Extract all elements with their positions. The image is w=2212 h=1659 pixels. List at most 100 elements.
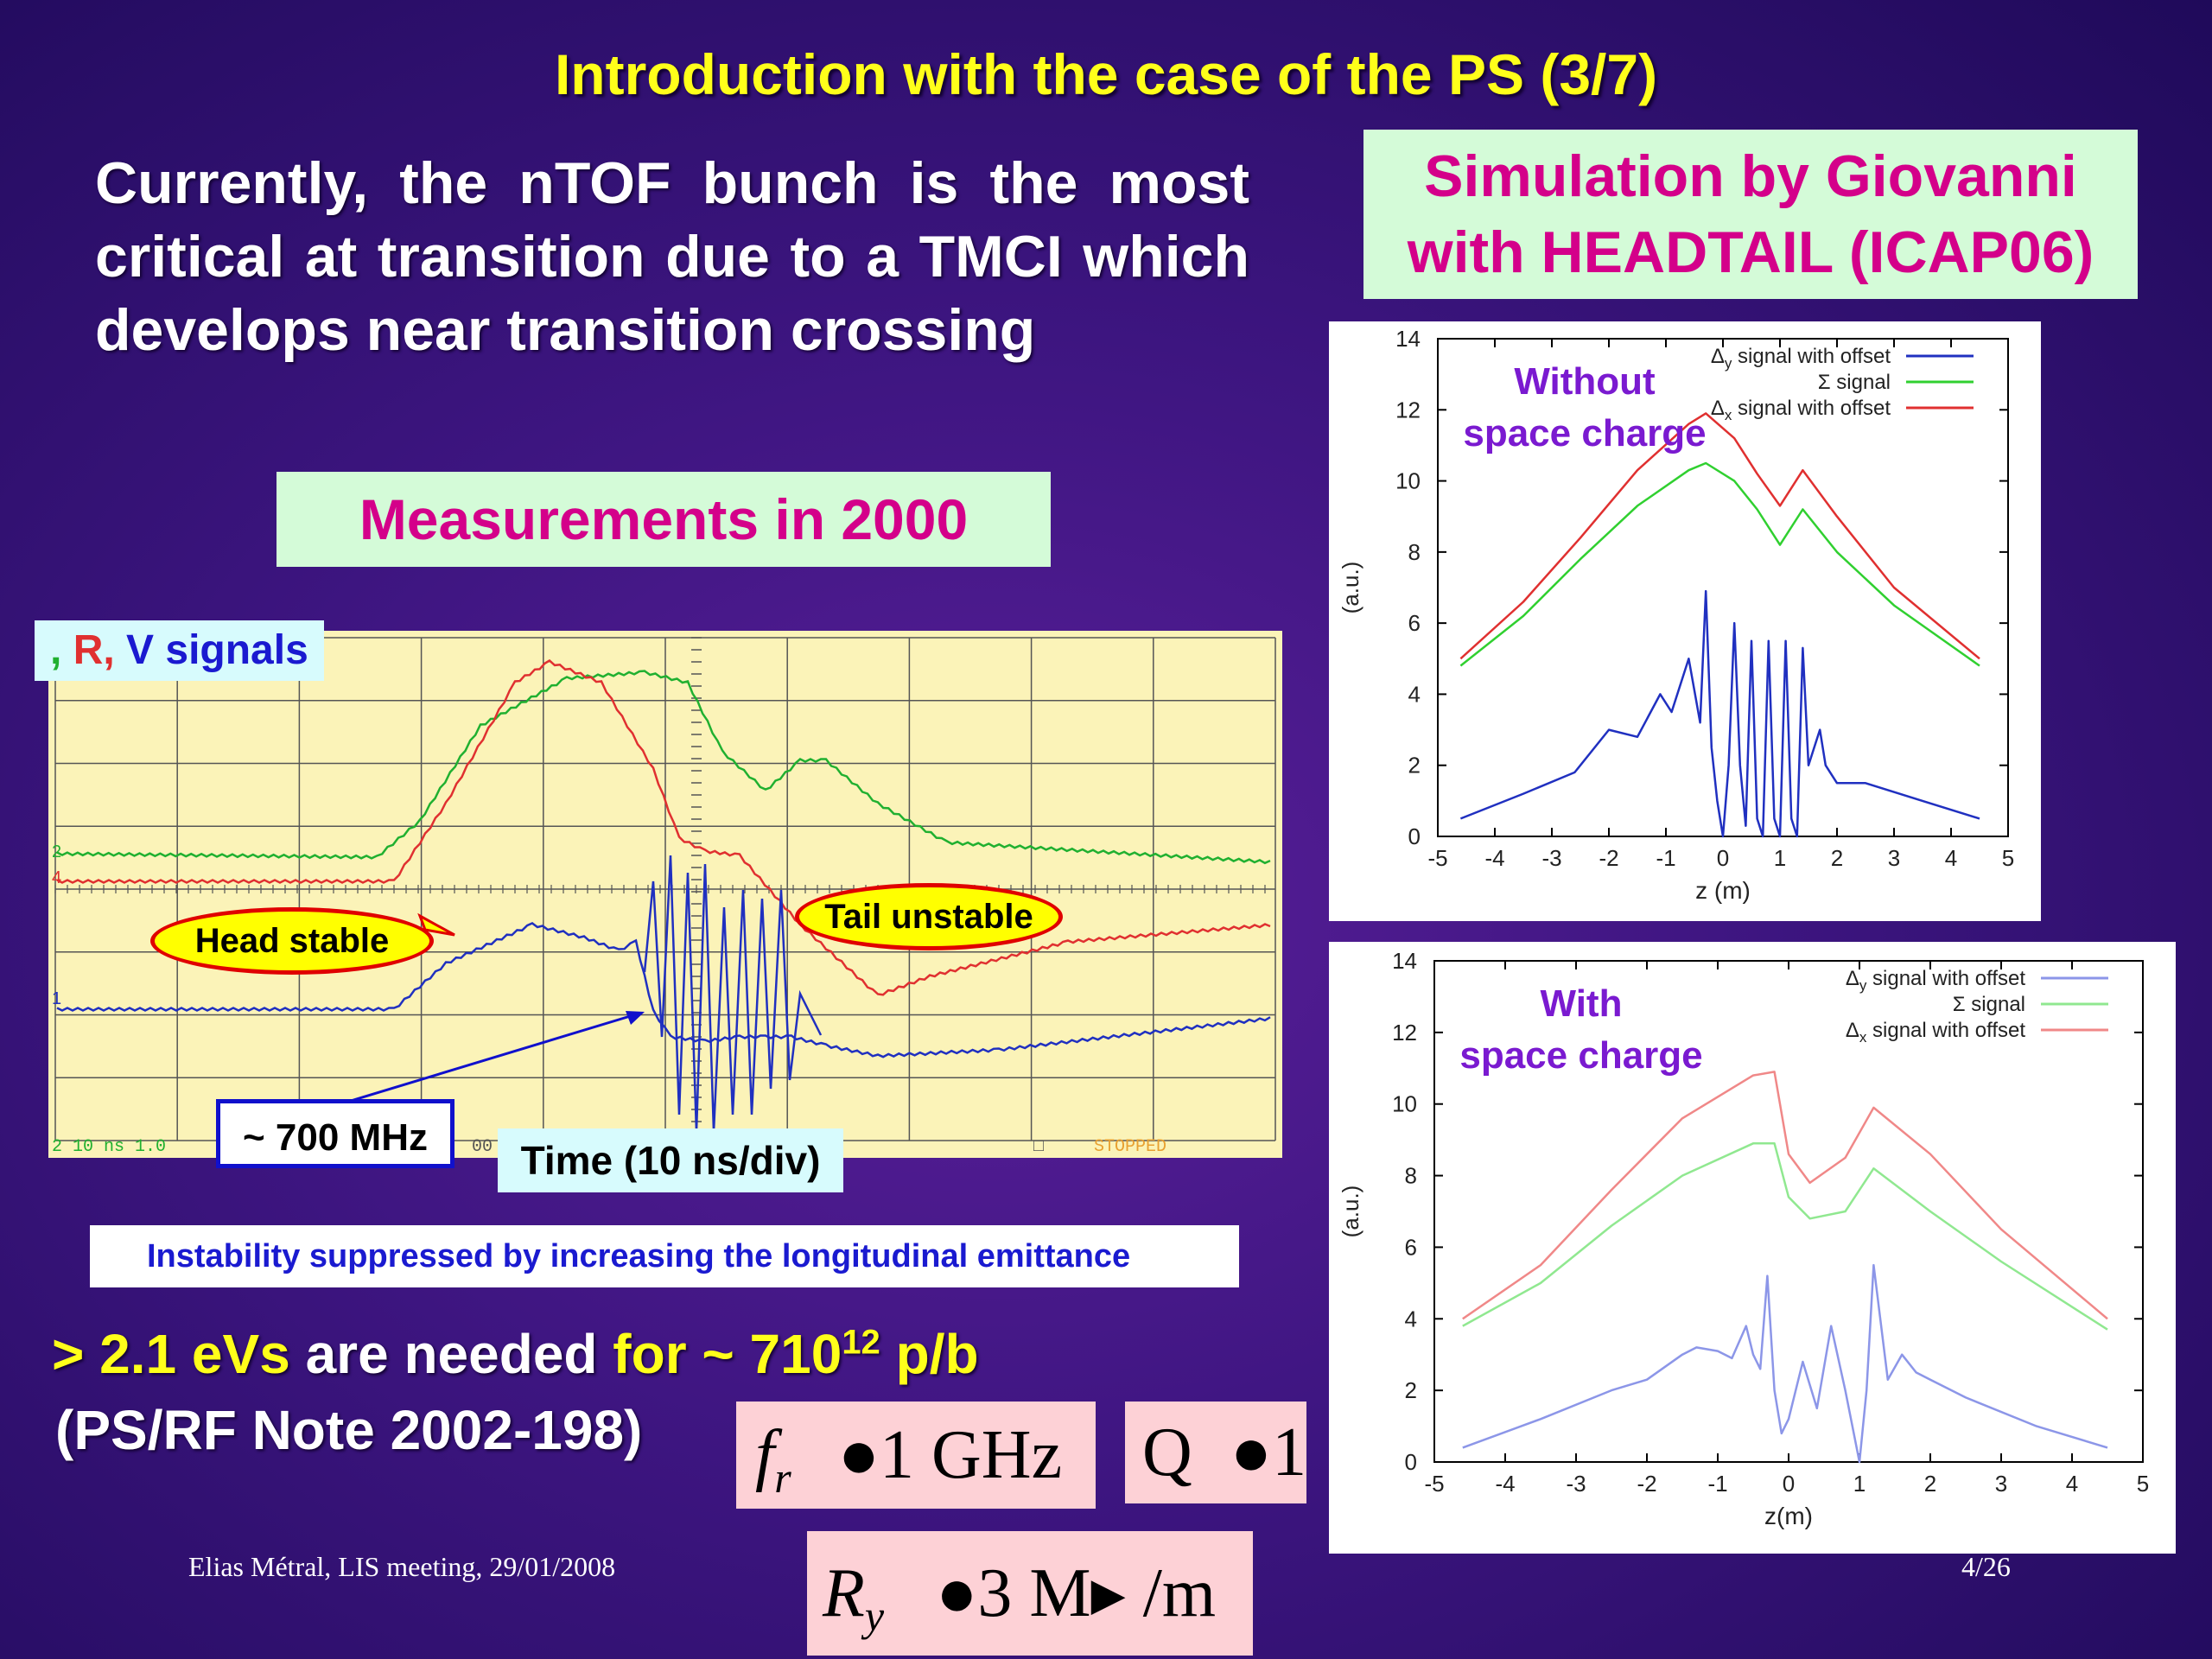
y-tick-label: 6: [1405, 1234, 1417, 1260]
legend-entry-0: Δy signal with offset: [1711, 345, 1891, 372]
slide-title: Introduction with the case of the PS (3/…: [554, 42, 1658, 106]
y-tick-label: 14: [1392, 948, 1417, 974]
emittance-statement: > 2.1 eVs are needed for ~ 71012 p/b: [52, 1322, 979, 1386]
series-line-1: [1462, 1142, 2108, 1331]
overlay-label: Without space charge: [1463, 360, 1706, 454]
plot2-svg: -5 -4 -3 -2 -1 0 1 2 3 4 502468101214z(m)(a.u.)Δy …: [1338, 948, 2149, 1529]
x-tick-label: 0: [1717, 845, 1729, 871]
approx-icon: ●: [1230, 1414, 1273, 1491]
series-line-0: [1459, 589, 1980, 838]
y-tick-label: 14: [1395, 326, 1421, 352]
intro-paragraph: Currently, the nTOF bunch is the most cr…: [95, 147, 1249, 367]
ohm-icon: ▸: [1090, 1555, 1126, 1631]
x-tick-label: 1: [1774, 845, 1786, 871]
y-tick-label: 8: [1405, 1163, 1417, 1189]
f1-sub: r: [774, 1453, 791, 1502]
scope-status-box: □: [1033, 1137, 1044, 1157]
f1-rhs: 1 GHz: [880, 1417, 1063, 1493]
y-tick-label: 12: [1392, 1020, 1417, 1046]
x-tick-label: 4: [1945, 845, 1957, 871]
formula-shunt-impedance: Ry ●3 M▸ /m: [807, 1531, 1253, 1656]
signals-label: , R, V signals: [35, 620, 324, 681]
x-tick-label: 5: [2002, 845, 2014, 871]
frequency-arrowhead: [626, 1011, 645, 1025]
y-tick-label: 10: [1392, 1091, 1417, 1117]
y-tick-label: 8: [1408, 539, 1421, 565]
y-tick-label: 4: [1405, 1306, 1417, 1332]
formula-quality-factor: Q ●1: [1125, 1402, 1306, 1503]
approx-icon: ●: [837, 1417, 880, 1493]
red-trace: [56, 658, 1271, 996]
x-tick-label: 4: [2066, 1471, 2078, 1497]
needed-unit: p/b: [895, 1323, 979, 1385]
needed-mid: are needed: [305, 1323, 598, 1385]
legend-entry-1: Σ signal: [1953, 993, 2025, 1016]
needed-gt: >: [52, 1323, 85, 1385]
legend-entry-2: Δx signal with offset: [1711, 397, 1891, 423]
page-number: 4/26: [1961, 1551, 2011, 1582]
f3-rhs: 3 M: [977, 1555, 1091, 1631]
tail-unstable-callout: Tail unstable: [795, 883, 1063, 950]
signals-r: R,: [73, 627, 115, 673]
reference-note: (PS/RF Note 2002-198): [55, 1399, 643, 1461]
f2-var: Q: [1142, 1414, 1192, 1491]
x-tick-label: -2: [1637, 1471, 1656, 1497]
x-tick-label: -4: [1484, 845, 1504, 871]
legend-entry-2: Δx signal with offset: [1846, 1019, 2026, 1046]
needed-base: 10: [780, 1323, 842, 1385]
blue-instability-burst: [643, 855, 823, 1133]
y-tick-label: 4: [1408, 681, 1421, 707]
f3-sub: y: [864, 1592, 885, 1640]
x-axis-label: z(m): [1764, 1503, 1813, 1529]
scope-status-left: 2 10 ns 1.0: [52, 1137, 166, 1157]
approx-icon: ●: [936, 1555, 978, 1631]
plot-with-space-charge: -5 -4 -3 -2 -1 0 1 2 3 4 5 0 2 4 6 8 10 12 14 z(m) (a.u.) Δy …: [1329, 942, 2176, 1554]
oscilloscope-traces: 2 4 1 2 10 ns 1.0 00 □ STOPPED: [52, 637, 1276, 1157]
channel-mark-2: 2: [52, 842, 61, 861]
f3-unit: /m: [1142, 1555, 1217, 1631]
instability-text: Instability suppressed by increasing the…: [147, 1238, 1131, 1274]
needed-exp: 12: [842, 1323, 880, 1362]
x-tick-label: 1: [1853, 1471, 1866, 1497]
simulation-label-line2: with HEADTAIL (ICAP06): [1407, 219, 2094, 285]
series-line-2: [1462, 1071, 2108, 1320]
frequency-label: ~ 700 MHz: [216, 1099, 454, 1168]
needed-for: for ~ 7: [613, 1323, 781, 1385]
x-tick-label: 5: [2137, 1471, 2149, 1497]
x-tick-label: 2: [1831, 845, 1843, 871]
formula-resonance-frequency: fr ●1 GHz: [736, 1402, 1096, 1509]
x-tick-label: 0: [1783, 1471, 1795, 1497]
footer-author: Elias Métral, LIS meeting, 29/01/2008: [188, 1551, 616, 1582]
y-tick-label: 2: [1408, 753, 1421, 779]
x-axis-label: z (m): [1695, 877, 1751, 904]
signals-v: V signals: [126, 627, 308, 673]
x-tick-label: -1: [1656, 845, 1675, 871]
measurements-label: Measurements in 2000: [276, 472, 1051, 567]
x-tick-label: -3: [1541, 845, 1561, 871]
overlay-label: With space charge: [1459, 982, 1702, 1077]
y-tick-label: 2: [1405, 1377, 1417, 1403]
series-line-2: [1459, 412, 1980, 660]
y-axis-label: (a.u.): [1338, 562, 1363, 614]
series-line-0: [1462, 1263, 2108, 1464]
needed-value: 2.1 eVs: [99, 1323, 290, 1385]
time-axis-label: Time (10 ns/div): [498, 1128, 843, 1192]
x-tick-label: -2: [1599, 845, 1618, 871]
x-tick-label: 3: [1888, 845, 1900, 871]
frequency-arrow: [350, 1013, 637, 1103]
scope-status-mid: 00: [472, 1137, 493, 1157]
x-tick-label: -4: [1495, 1471, 1515, 1497]
y-axis-label: (a.u.): [1338, 1185, 1363, 1238]
y-tick-label: 12: [1395, 397, 1421, 423]
x-tick-label: -5: [1427, 845, 1447, 871]
intro-text: Currently, the nTOF bunch is the most cr…: [95, 150, 1249, 363]
legend-entry-1: Σ signal: [1818, 371, 1891, 394]
green-trace: [56, 670, 1271, 865]
x-tick-label: 2: [1924, 1471, 1936, 1497]
plot-without-space-charge: -5 -4 -3 -2 -1 0 1 2 3 4 5 0 2 4 6 8 10 12 14 z (m) (a.u.) Δy…: [1329, 321, 2041, 921]
channel-mark-4: 4: [52, 868, 61, 887]
instability-note: Instability suppressed by increasing the…: [90, 1225, 1239, 1287]
simulation-label-line1: Simulation by Giovanni: [1424, 143, 2077, 209]
